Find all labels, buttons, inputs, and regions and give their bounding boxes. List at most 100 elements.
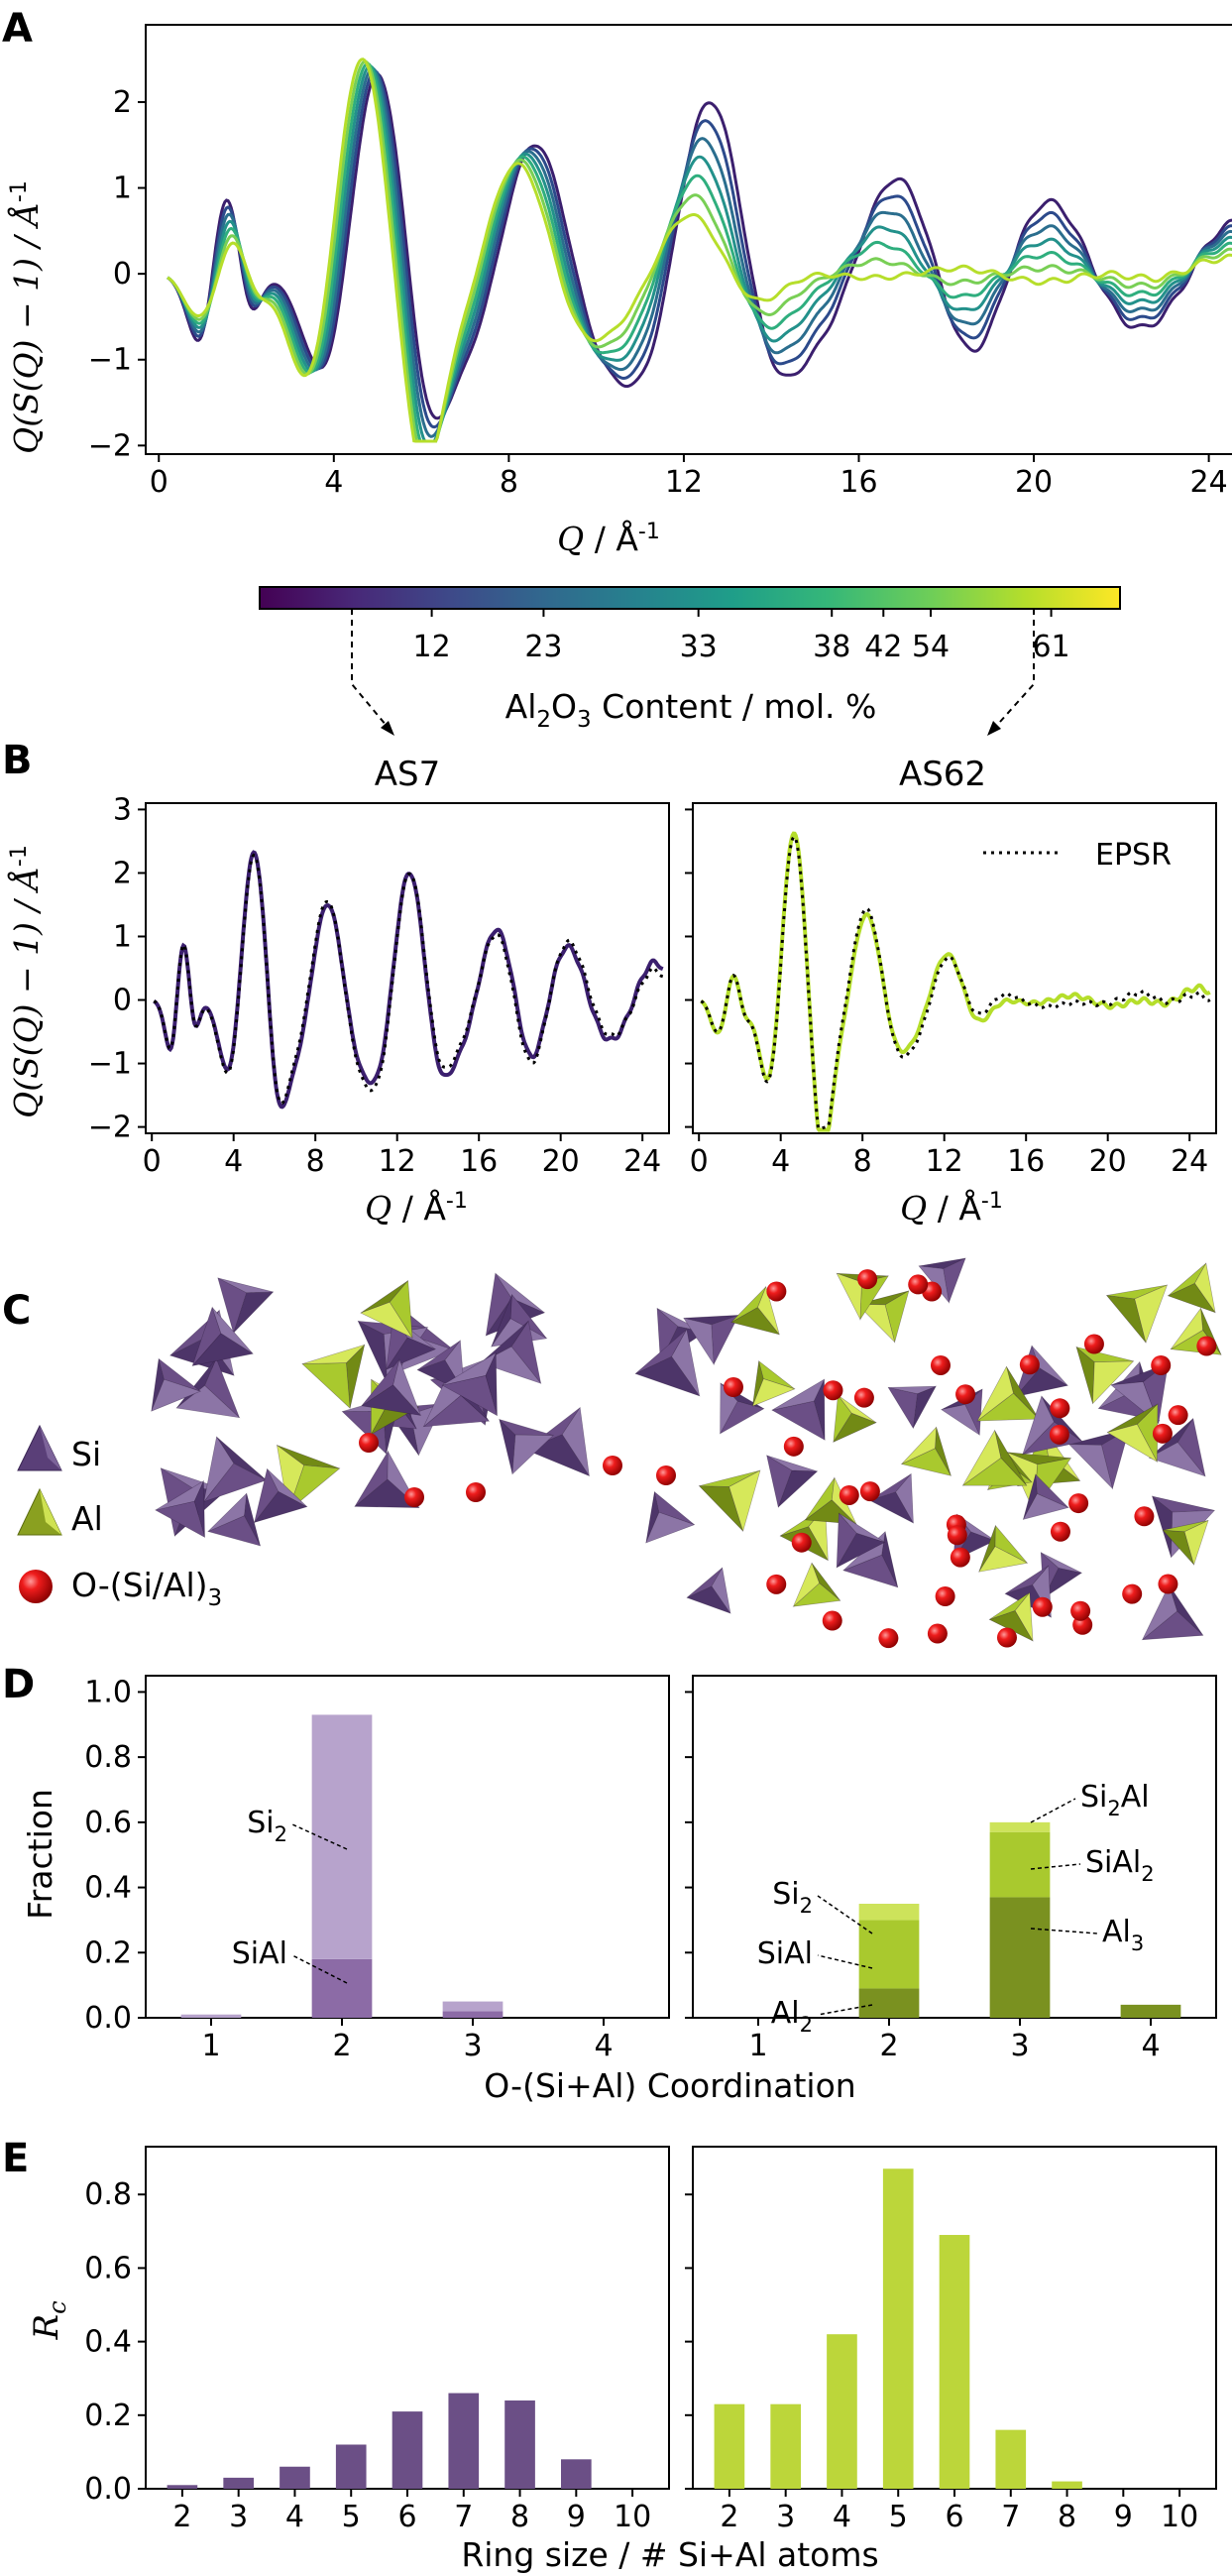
plot-frame: [692, 802, 1217, 1134]
x-tick-label: 2: [720, 2500, 738, 2534]
x-tick-label: 16: [840, 465, 877, 500]
annotation-leader: [291, 1823, 348, 1850]
tetra-face: [1022, 1395, 1055, 1455]
tetra-face: [793, 1562, 820, 1607]
tetra-face: [994, 1430, 1027, 1486]
colorbar-tick-label: 54: [912, 630, 950, 664]
si-tetrahedron: [361, 1358, 422, 1416]
tetra-face: [1092, 1360, 1135, 1405]
arrowhead-as7: [381, 721, 394, 736]
tetra-face: [267, 1468, 307, 1507]
tetra-face: [757, 1285, 780, 1336]
panel-d-xlabel: O-(Si+Al) Coordination: [484, 2066, 855, 2105]
x-tick-label: 24: [1171, 1144, 1208, 1179]
x-tick-label: 8: [1058, 2500, 1076, 2534]
tetra-face: [711, 1567, 731, 1614]
y-tick-label: 0: [113, 984, 132, 1018]
tetra-face: [838, 1394, 877, 1423]
bar-segment: [858, 1920, 920, 1989]
tetra-face: [962, 1429, 1002, 1486]
oxygen-sphere: [950, 1547, 970, 1568]
oxygen-sphere: [878, 1628, 899, 1649]
panel-a-xlabel: Q / Å-1: [557, 519, 660, 558]
si-tetrahedron: [836, 1512, 886, 1569]
y-tick-label: 0.0: [84, 2001, 132, 2036]
oxygen-sphere: [927, 1623, 948, 1644]
si-tetrahedron: [686, 1567, 731, 1614]
tetra-face: [645, 1491, 660, 1544]
annotation-label: SiAl: [757, 1936, 813, 1971]
si-tetrahedron: [868, 1472, 915, 1524]
oxygen-sphere: [466, 1482, 486, 1502]
tetra-face: [155, 1479, 205, 1511]
tetra-face: [653, 1490, 695, 1525]
al-tetrahedron: [1105, 1284, 1169, 1345]
oxygen-sphere: [908, 1274, 929, 1295]
panel-letter-e: E: [2, 2136, 29, 2181]
tetra-face: [901, 1426, 938, 1464]
x-tick-label: 2: [332, 2029, 351, 2063]
si-tetrahedron: [441, 1351, 498, 1417]
si-tetrahedron: [1141, 1583, 1204, 1641]
x-tick-label: 4: [771, 1144, 790, 1179]
y-tick-label: 2: [113, 85, 132, 120]
y-tick-label: 0.4: [84, 2325, 132, 2360]
annotation-leader: [1030, 1863, 1081, 1870]
x-tick-label: 2: [879, 2029, 898, 2063]
oxygen-sphere: [1122, 1583, 1143, 1604]
annotation-leader: [817, 2004, 873, 2016]
panel-b-right-chart: 0 4 8 12 16 20 24: [685, 802, 1217, 1179]
tetra-face: [216, 1436, 267, 1481]
oxygen-sphere: [1168, 1405, 1188, 1426]
panel-letter-b: B: [2, 738, 33, 783]
tetra-face: [301, 1362, 351, 1409]
al-tetrahedron: [976, 1365, 1040, 1422]
x-tick-label: 8: [500, 465, 518, 500]
tetra-face: [392, 1358, 421, 1416]
arrow-as62: [990, 609, 1035, 733]
x-tick-label: 12: [926, 1144, 963, 1179]
al-tetrahedron: [1162, 1519, 1209, 1567]
si-tetrahedron: [202, 1436, 268, 1503]
bar: [560, 2459, 592, 2489]
colorbar: [259, 586, 1121, 610]
y-tick-label: 3: [113, 792, 132, 827]
tetra-face: [1170, 1307, 1203, 1349]
x-tick-label: 9: [567, 2500, 586, 2534]
al-tetrahedron: [900, 1426, 952, 1476]
x-tick-label: 7: [454, 2500, 473, 2534]
oxygen-sphere: [766, 1574, 787, 1594]
oxygen-sphere: [1032, 1596, 1053, 1617]
al-tetrahedron: [301, 1344, 366, 1409]
oxygen-sphere: [935, 1586, 955, 1607]
bar: [1052, 2481, 1082, 2489]
bar-segment: [311, 1958, 373, 2018]
bar-segment: [442, 2001, 504, 2012]
oxygen-sphere: [930, 1354, 951, 1375]
x-tick-label: 2: [172, 2500, 191, 2534]
x-tick-label: 1: [748, 2029, 767, 2063]
oxygen-sphere: [1158, 1574, 1178, 1594]
panel-e-left-chart: 2 3 4 5 6 7 8 9 10 0.0 0.2 0.4 0.6 0.8: [84, 2146, 670, 2534]
tetra-face: [771, 1400, 826, 1441]
al-tetrahedron: [277, 1444, 341, 1512]
x-tick-label: 24: [1190, 465, 1228, 500]
oxygen-sphere: [823, 1380, 843, 1401]
x-tick-label: 4: [1141, 2029, 1160, 2063]
si-tetrahedron: [499, 1418, 554, 1475]
x-tick-label: 12: [379, 1144, 416, 1179]
bar: [280, 2466, 310, 2489]
tetra-face: [360, 1301, 413, 1339]
x-tick-label: 5: [342, 2500, 361, 2534]
tetra-face: [1163, 1520, 1209, 1533]
al-tetrahedron: [988, 1591, 1034, 1642]
bar-segment: [989, 1897, 1051, 2018]
y-tick-label: 0.6: [84, 2251, 132, 2285]
bar-segment: [1120, 2004, 1181, 2018]
panel-b-right-title: AS62: [899, 755, 986, 794]
x-tick-label: 10: [1161, 2500, 1198, 2534]
tetra-face: [561, 1406, 590, 1476]
al-tetrahedron: [730, 1285, 781, 1336]
y-tick-label: −1: [88, 1047, 132, 1082]
tetra-face: [1148, 1442, 1206, 1477]
